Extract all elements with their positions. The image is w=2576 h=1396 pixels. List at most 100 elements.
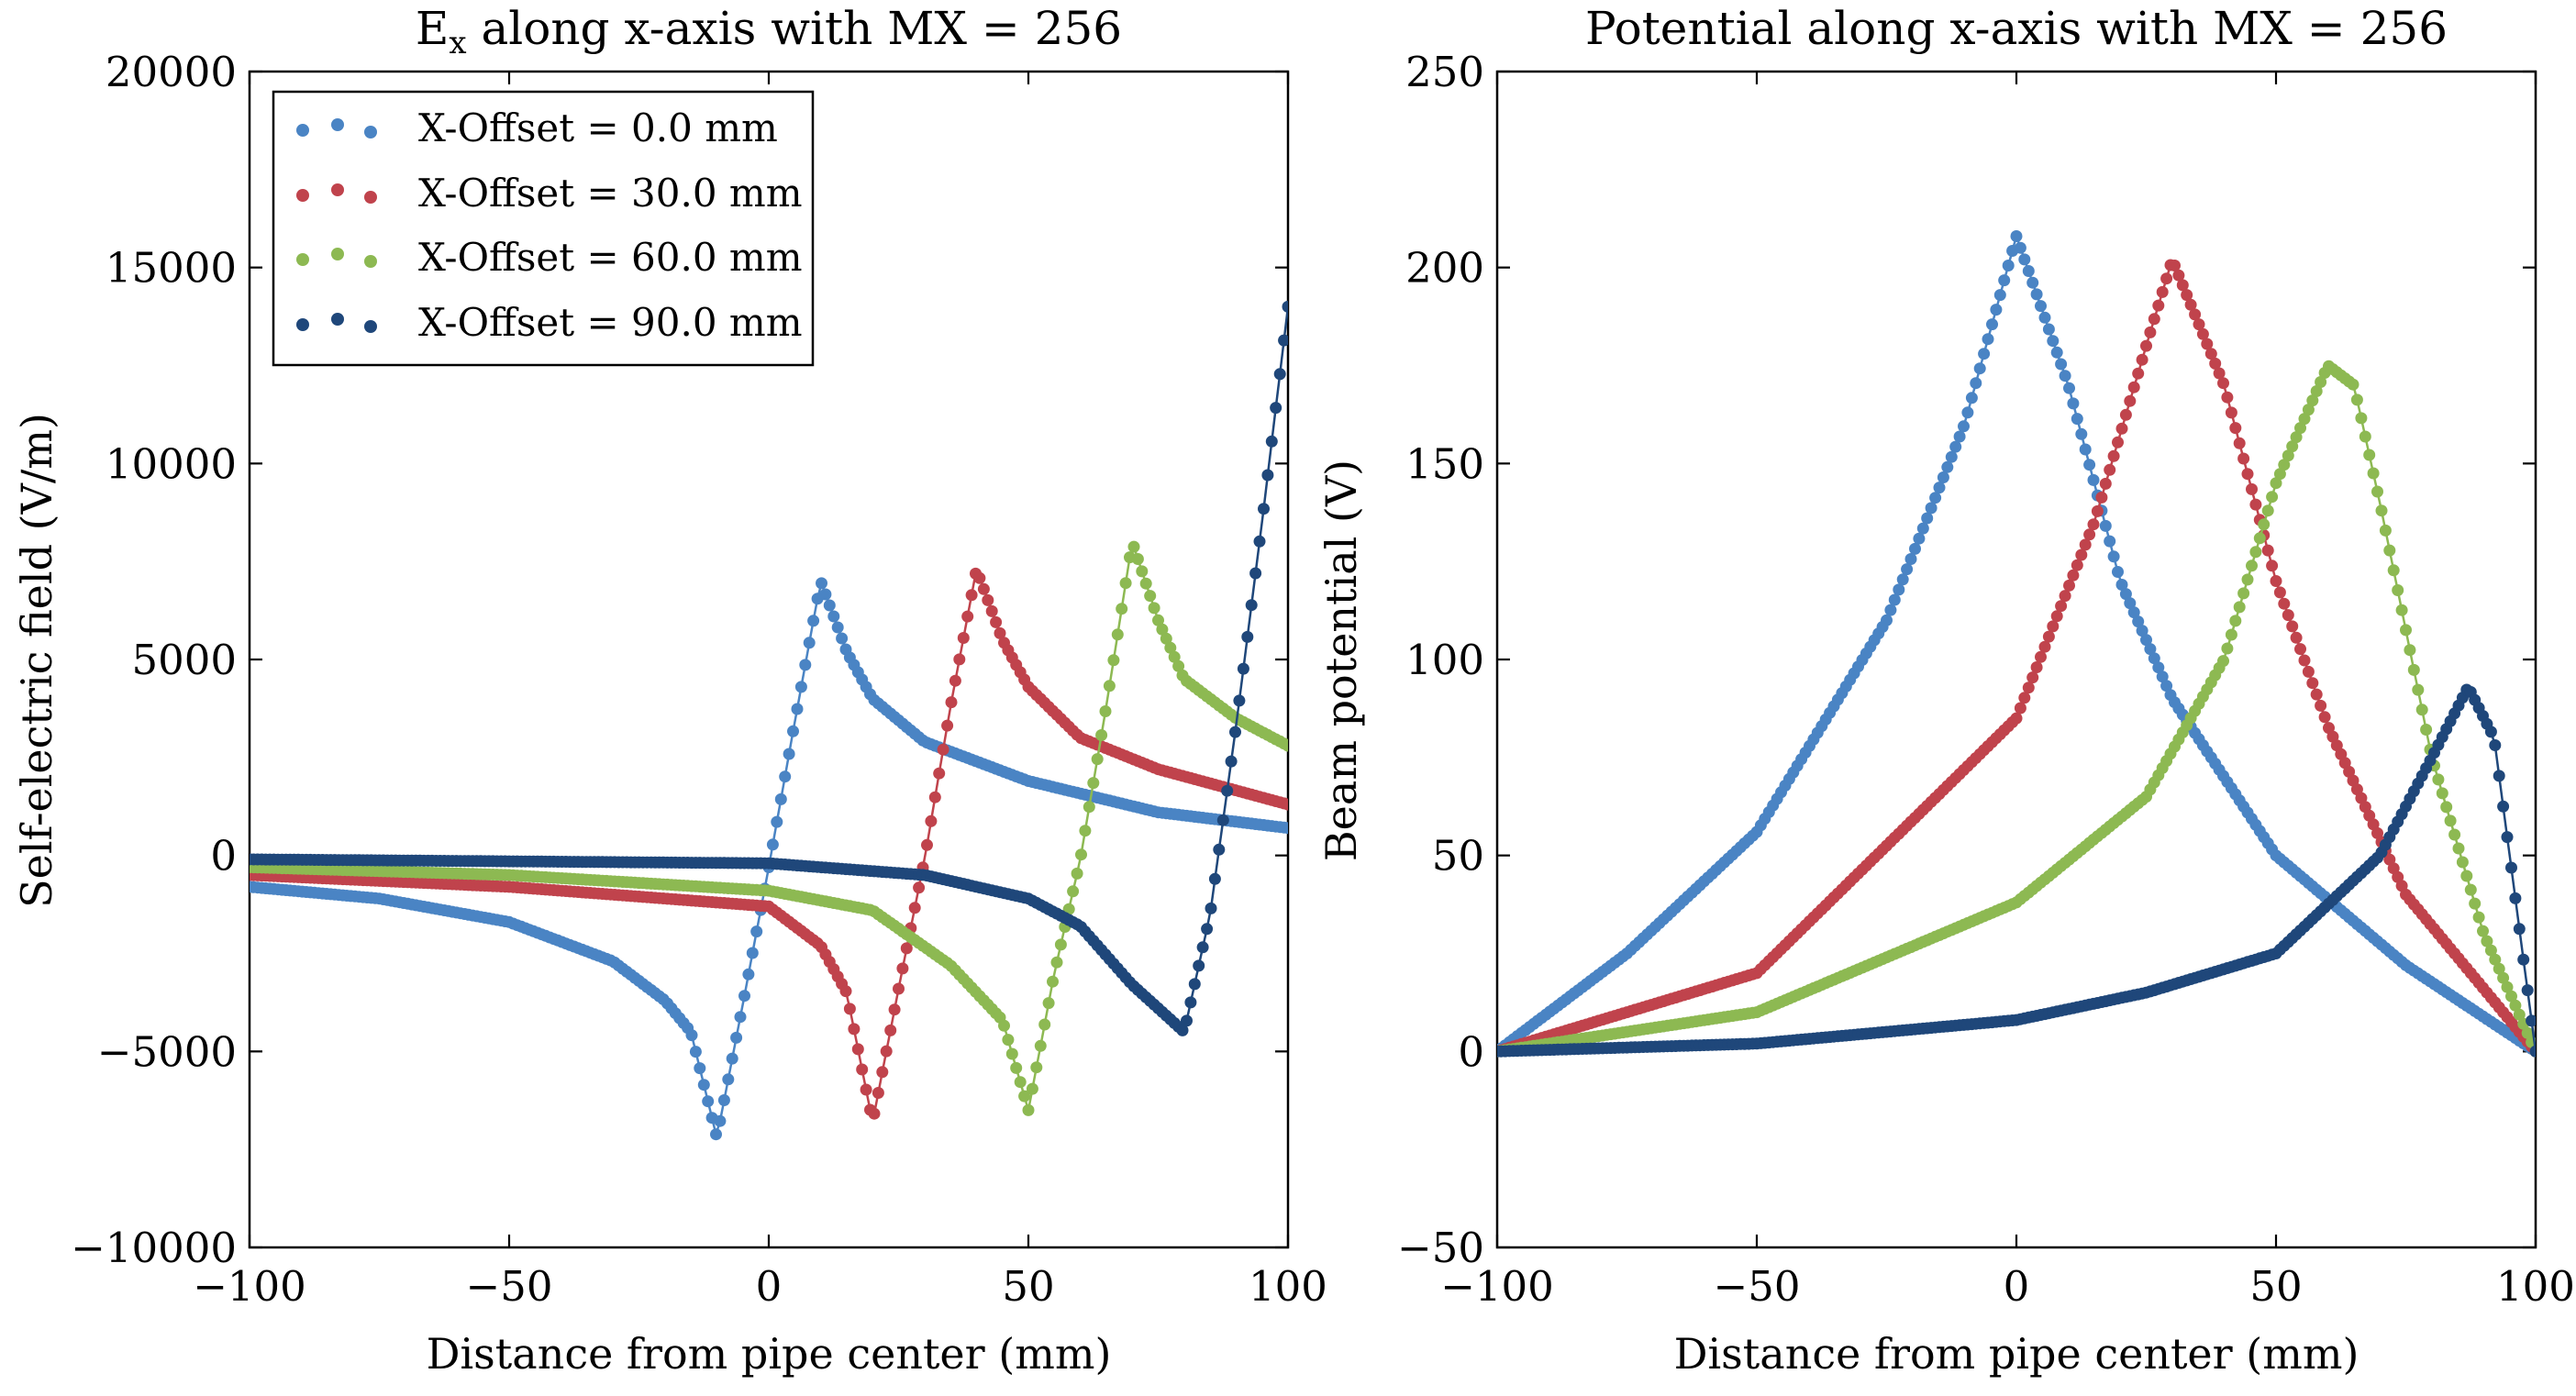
data-point [1188,978,1201,991]
data-point [2233,437,2246,449]
data-point [1282,798,1288,811]
data-point [836,632,849,645]
ex-ticks: −100 −50 0 50 100 −10000 −5000 0 5000 10000 15000 2… [71,48,1327,1311]
data-point [2444,814,2457,827]
data-point [2347,378,2359,391]
potential-chart-title: Potential along x-axis with MX = 256 [1585,2,2448,55]
data-point [2448,828,2461,841]
data-point [2266,491,2279,504]
data-point [2095,491,2108,504]
data-point [1978,348,1991,360]
data-point [2481,935,2493,947]
data-point [1018,1090,1031,1102]
data-point [1095,729,1108,741]
data-point [2229,422,2242,435]
data-point [2302,404,2315,416]
data-point [900,942,913,955]
data-point [1888,593,1901,606]
data-point [689,1046,702,1058]
data-point [2278,597,2291,610]
data-point [1913,532,1926,545]
data-point [2404,644,2416,657]
x-tick-label: 50 [1002,1262,1054,1311]
data-point [2018,253,2031,266]
legend-markers [296,118,377,333]
data-point [1034,1039,1047,1052]
data-point [2249,498,2262,511]
data-point [1054,938,1067,951]
x-tick-label: −100 [1440,1262,1554,1311]
y-tick-label: −10000 [71,1224,237,1272]
data-point [2273,586,2286,599]
data-point [2286,440,2299,453]
data-point [710,1128,722,1141]
data-point [2140,339,2152,352]
data-point [2367,467,2380,480]
data-point [2107,550,2120,563]
data-point [2035,300,2047,313]
data-point [2042,323,2055,336]
data-point [2258,518,2271,531]
data-point [2521,1026,2534,1039]
data-point [2152,661,2165,674]
data-point [1160,632,1172,645]
data-point [1949,440,1962,453]
data-point [2310,688,2323,701]
data-point [2201,338,2214,350]
data-point [1079,825,1092,837]
x-tick-label: 100 [2496,1262,2575,1311]
data-point [2087,473,2100,486]
legend-marker [331,248,344,260]
data-point [738,990,750,1003]
data-point [1904,553,1917,565]
data-point [1282,822,1288,835]
ex-chart: Ex along x-axis with MX = 256 −100 −50 0 50… [12,2,1327,1379]
data-point [2136,353,2149,366]
legend-entry-offset-60: X-Offset = 60.0 mm [418,235,803,280]
data-point [2144,326,2157,338]
data-point [2270,575,2282,587]
data-point [2225,406,2237,419]
data-point [2055,358,2068,371]
data-point [2315,699,2327,712]
data-point [1998,274,2011,287]
data-point [1249,567,1262,580]
data-point [961,610,974,623]
y-tick-label: 15000 [105,244,237,293]
data-point [2063,579,2075,592]
data-point [1193,959,1205,972]
data-point [908,902,921,914]
data-point [2018,692,2031,704]
data-point [843,1003,856,1015]
data-point [2456,856,2469,869]
data-point [941,719,954,732]
data-point [2225,628,2237,641]
data-point [860,1083,872,1096]
data-point [2209,357,2222,370]
data-point [1075,848,1087,861]
data-point [2513,923,2526,936]
data-point [985,604,998,617]
data-point [1881,614,1893,626]
data-point [2156,670,2169,683]
data-point [2501,831,2514,844]
data-point [2196,327,2209,340]
data-point [2059,370,2071,382]
data-point [2229,615,2242,627]
data-point [1205,902,1217,914]
data-point [1127,540,1140,553]
data-point [2282,609,2294,622]
y-tick-label: 100 [1405,636,1484,684]
legend-marker [364,255,377,268]
y-tick-label: 200 [1405,244,1484,293]
data-point [2273,468,2286,481]
data-point [1022,1103,1035,1116]
series-offset-30 [250,567,1288,1120]
data-point [2132,367,2145,380]
data-point [1958,420,1970,433]
data-point [1136,565,1149,578]
data-point [742,968,755,981]
data-point [2395,604,2408,616]
data-point [1993,289,2006,302]
data-point [1945,450,1958,463]
